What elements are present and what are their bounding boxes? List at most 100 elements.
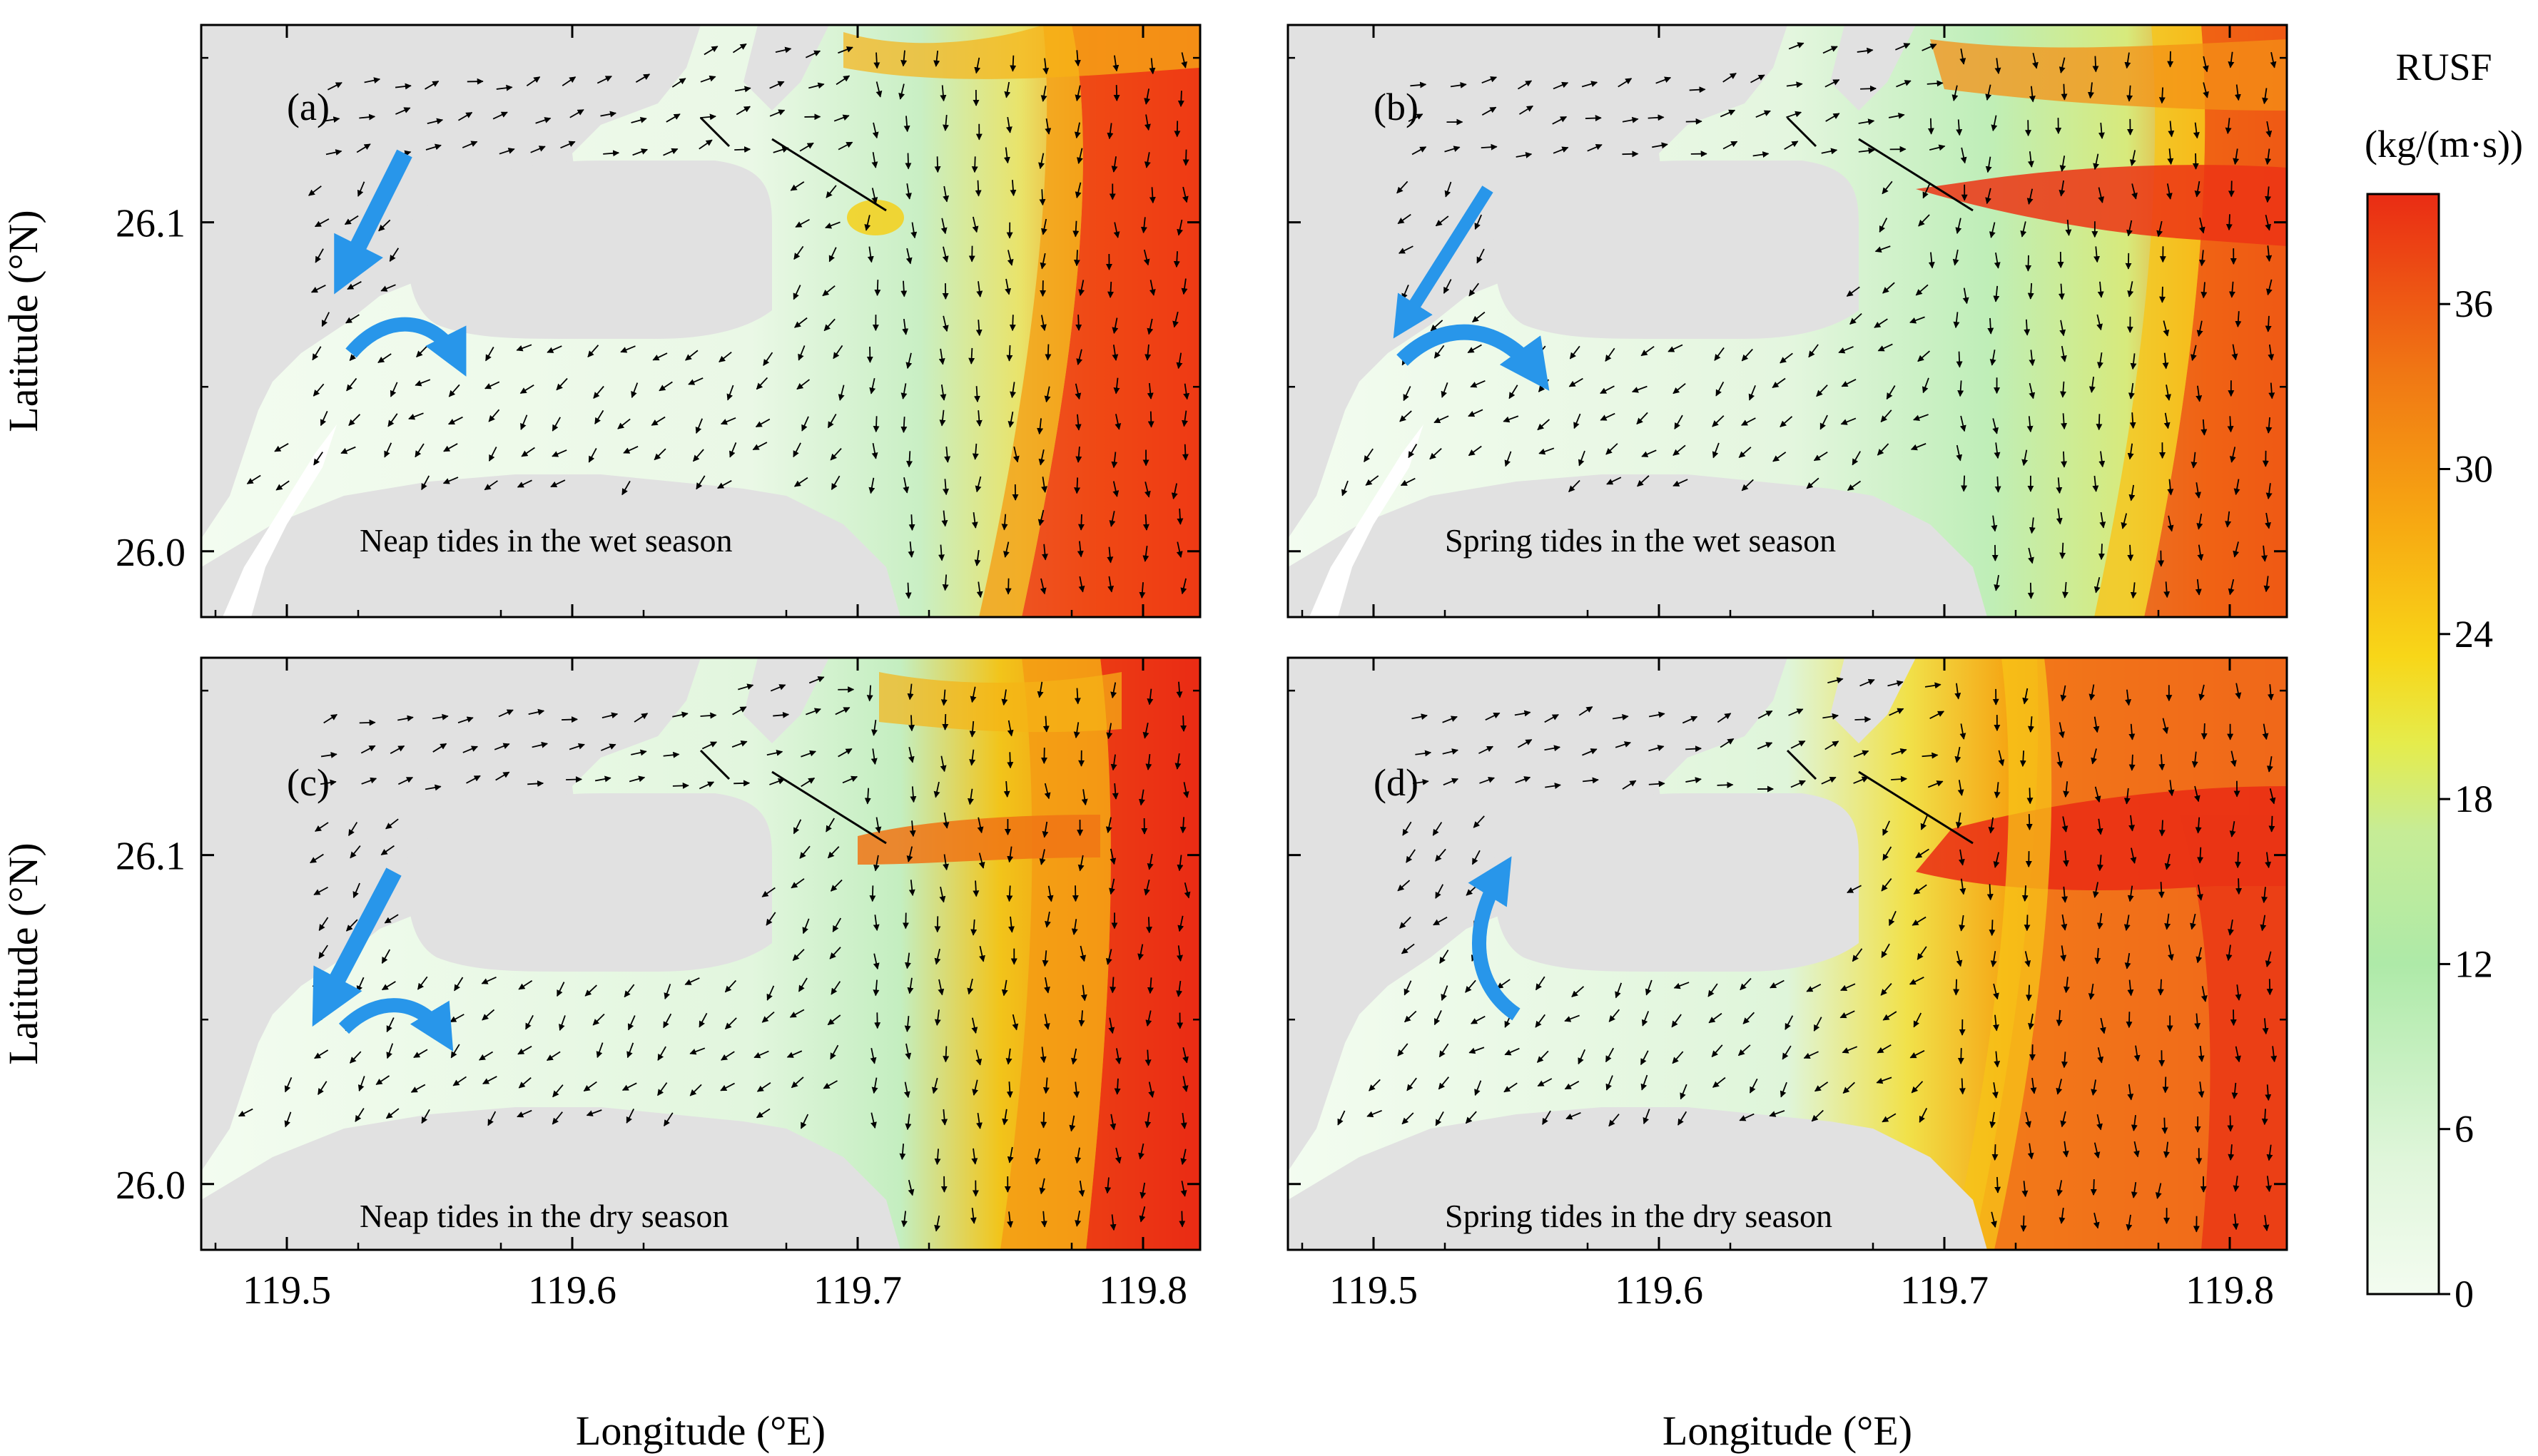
vector-arrow [793,245,804,260]
vector-arrow [695,418,703,434]
vector-arrow [871,442,878,459]
vector-arrow [2099,511,2106,529]
vector-field-b [1341,42,2277,599]
vector-arrow [1886,385,1896,400]
vector-arrow [2233,479,2240,496]
vector-arrow [972,443,979,460]
vector-arrow [873,979,880,997]
vector-arrow [1110,1214,1117,1231]
vector-arrow [2203,82,2209,98]
vector-arrow [2158,87,2166,104]
vector-arrow [2130,582,2137,599]
vector-arrow [1849,312,1862,325]
vector-arrow [1994,253,2001,269]
vector-arrow [1007,411,1015,428]
vector-arrow [805,50,821,58]
vector-arrow [1819,414,1828,430]
vector-arrow [1821,776,1837,785]
vector-arrow [1544,745,1561,752]
vector-arrow [1858,118,1875,126]
vector-arrow [1044,977,1050,994]
vector-arrow [940,85,947,102]
panel-note-c: Neap tides in the dry season [360,1198,729,1234]
vector-arrow [318,945,328,959]
flow-arrow-b1 [1393,185,1493,339]
vector-arrow [2060,345,2067,362]
vector-arrow [2131,183,2138,200]
vector-arrow [940,755,947,773]
vector-arrow [2168,780,2175,797]
vector-arrow [938,979,945,996]
vector-arrow [838,748,853,758]
vector-arrow [377,353,392,363]
vector-arrow [1182,444,1189,461]
vector-arrow [1365,475,1379,486]
vector-arrow [798,345,806,361]
vector-arrow [1672,383,1686,394]
vector-arrow [972,1079,979,1096]
vector-arrow [559,1015,566,1031]
vector-arrow [838,385,845,401]
vector-arrow [1553,81,1569,90]
vector-arrow [547,345,562,353]
vector-arrow [1891,775,1907,783]
vector-arrow [2265,215,2272,231]
vector-arrow [2127,544,2134,561]
vector-arrow [313,383,325,397]
vector-arrow [1874,245,1891,253]
vector-arrow [1182,410,1188,427]
vector-arrow [1001,514,1008,531]
vector-arrow [976,581,983,599]
vector-arrow [908,880,915,897]
vector-arrow [1685,118,1702,125]
vector-arrow [1044,386,1051,403]
vector-arrow [1040,86,1047,102]
vector-arrow [1435,884,1444,899]
vector-arrow [450,1044,460,1059]
vector-arrow [552,1084,564,1098]
vector-arrow [1479,776,1496,784]
vector-arrow [1179,817,1187,834]
vector-arrow [345,314,360,324]
vector-arrow [2021,885,2029,902]
vector-arrow [1107,123,1114,140]
colorbar-tick-label-5: 30 [2455,448,2493,491]
colorbar-title-2: (kg/(m·s)) [2365,123,2523,166]
vector-arrow [2097,352,2103,369]
vector-arrow [830,447,842,461]
vector-arrow [588,447,597,463]
vector-arrow [2024,319,2031,336]
vector-arrow [2265,121,2273,138]
vector-arrow [2092,56,2099,73]
vector-arrow [1037,418,1044,435]
vector-arrow [1042,950,1049,967]
vector-arrow [699,1012,708,1028]
vector-arrow [1821,148,1838,155]
vector-arrow [1007,1146,1014,1164]
vector-arrow [1920,815,1929,830]
vector-arrow [1877,343,1893,352]
vector-arrow [1913,414,1929,422]
vector-arrow [2230,750,2237,767]
vector-arrow [766,985,775,1001]
vector-arrow [517,479,532,488]
vector-arrow [1144,1049,1152,1066]
vector-arrow [1994,476,2001,493]
vector-arrow [1400,477,1416,487]
vector-arrow [1895,43,1911,51]
vector-arrow [2233,541,2240,558]
vector-arrow [1144,114,1151,131]
vector-arrow [769,109,786,117]
vector-arrow [1622,780,1637,790]
vector-arrow [2020,221,2027,238]
vector-arrow [315,248,324,263]
vector-arrow [487,1111,497,1126]
colorbar-tick-label-6: 36 [2455,282,2493,325]
vector-arrow [2126,220,2133,237]
vector-arrow [2093,153,2100,170]
vector-arrow [2090,1179,2097,1196]
vector-arrow [2167,945,2174,961]
vector-arrow [1042,821,1049,838]
vector-arrow [1722,73,1737,83]
vector-arrow [1110,754,1117,771]
